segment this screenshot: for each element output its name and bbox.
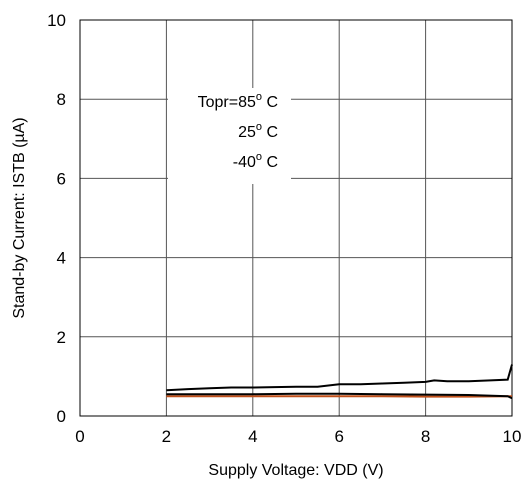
y-tick-label: 6 (57, 169, 66, 188)
series-layer (166, 364, 513, 400)
y-tick-label: 4 (57, 249, 66, 268)
temperature-label: -40o C (233, 151, 278, 171)
plot-frame (79, 19, 513, 417)
x-tick-label: 10 (503, 427, 522, 446)
x-tick-label: 8 (421, 427, 430, 446)
y-axis-title: Stand-by Current: ISTB (µA) (11, 117, 28, 318)
temperature-label: Topr=85o C (198, 91, 278, 111)
x-tick-label: 0 (75, 427, 84, 446)
grid-lines (80, 20, 512, 416)
x-tick-label: 4 (248, 427, 257, 446)
temperature-label: 25o C (238, 121, 278, 141)
x-axis-title: Supply Voltage: VDD (V) (208, 462, 383, 479)
series-line-1 (166, 364, 513, 392)
y-tick-label: 10 (47, 11, 66, 30)
x-tick-labels: 0 2 4 6 8 10 (75, 427, 521, 446)
y-tick-label: 8 (57, 90, 66, 109)
y-tick-labels: 0 2 4 6 8 10 (47, 11, 66, 426)
y-tick-label: 0 (57, 407, 66, 426)
annotation-box (168, 88, 291, 184)
temperature-annotations: Topr=85o C 25o C -40o C (198, 91, 278, 171)
x-tick-label: 2 (162, 427, 171, 446)
y-tick-label: 2 (57, 328, 66, 347)
series-line-3 (166, 392, 513, 400)
x-tick-label: 6 (334, 427, 343, 446)
